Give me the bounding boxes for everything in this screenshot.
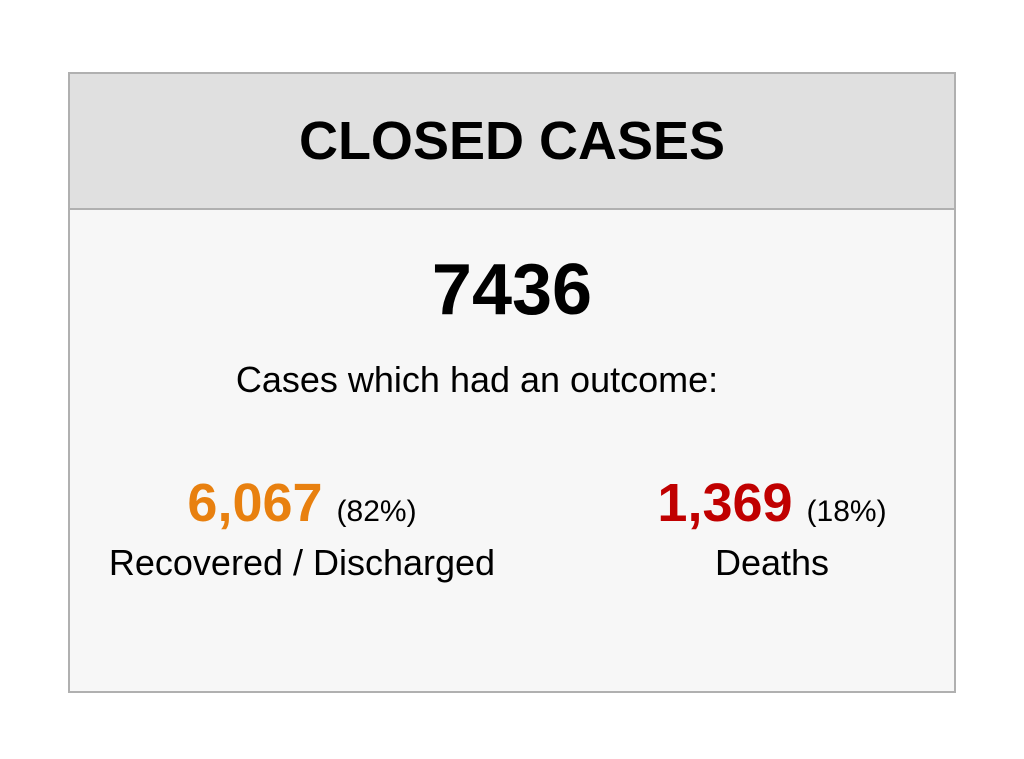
deaths-count: 1,369 — [657, 473, 793, 533]
recovered-block: 6,067 (82%) Recovered / Discharged — [82, 472, 522, 584]
total-caption: Cases which had an outcome: — [235, 359, 719, 400]
card-title: CLOSED CASES — [70, 74, 954, 210]
deaths-label: Deaths — [714, 542, 830, 583]
closed-cases-card: CLOSED CASES 7436 Cases which had an out… — [68, 72, 956, 693]
deaths-block: 1,369 (18%) Deaths — [570, 472, 974, 584]
total-cases: 7436 — [431, 250, 593, 330]
recovered-count: 6,067 — [187, 473, 323, 533]
deaths-percent: (18%) — [806, 495, 887, 528]
recovered-percent: (82%) — [336, 495, 417, 528]
recovered-label: Recovered / Discharged — [108, 542, 496, 583]
